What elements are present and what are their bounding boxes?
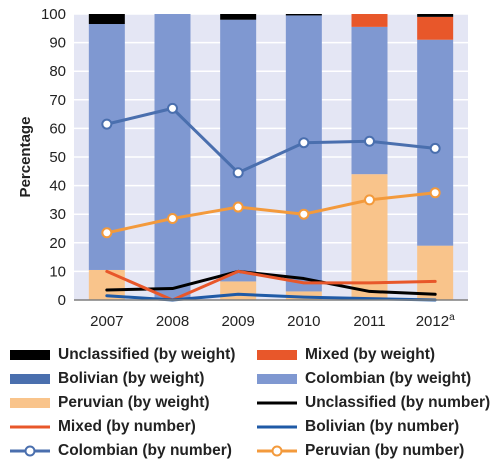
legend-label: Unclassified (by number) (305, 394, 491, 411)
y-tick-label: 90 (49, 35, 66, 52)
chart-legend: Unclassified (by weight) Mixed (by weight… (0, 340, 492, 462)
y-tick-label: 10 (49, 263, 66, 280)
bar-unclassified-by-weight-2012 (417, 14, 454, 17)
legend-item-unclassified-by-number: Unclassified (by number) (257, 392, 490, 414)
legend-item-bolivian-by-number: Bolivian (by number) (257, 416, 459, 438)
legend-swatch (10, 445, 50, 457)
y-tick-label: 60 (49, 120, 66, 137)
point-colombian-by-number-2007 (101, 118, 113, 130)
legend-swatch (257, 350, 297, 360)
point-peruvian-by-number-2009 (232, 201, 244, 213)
x-tick-superscript: a (449, 312, 455, 323)
y-tick-label: 80 (49, 63, 66, 80)
line-peruvian-by-number (105, 191, 437, 235)
legend-item-peruvian-by-weight: Peruvian (by weight) (10, 392, 210, 414)
bar-peruvian-by-weight-2009 (220, 281, 257, 300)
legend-label: Bolivian (by weight) (58, 370, 205, 387)
legend-swatch (10, 350, 50, 360)
x-tick-label: 2012a (416, 312, 455, 330)
point-colombian-by-number-2012 (429, 142, 441, 154)
bar-peruvian-by-weight-2012 (417, 245, 454, 300)
legend-label: Colombian (by weight) (305, 370, 472, 387)
point-peruvian-by-number-2007 (101, 227, 113, 239)
line-unclassified-by-number (105, 269, 437, 296)
x-tick-label: 2010 (287, 313, 320, 330)
legend-item-mixed-by-number: Mixed (by number) (10, 416, 196, 438)
bar-mixed-by-weight-2011 (351, 14, 388, 27)
bar-mixed-by-weight-2012 (417, 16, 454, 40)
bar-unclassified-by-weight-2009 (220, 14, 257, 20)
x-tick-label: 2009 (221, 313, 254, 330)
legend-swatch (10, 425, 50, 429)
legend-swatch (257, 401, 297, 405)
legend-item-colombian-by-number: Colombian (by number) (10, 440, 232, 462)
point-colombian-by-number-2008 (167, 102, 178, 114)
bar-unclassified-by-weight-2007 (88, 14, 125, 25)
bar-colombian-by-weight-2012 (417, 39, 454, 246)
y-tick-label: 70 (49, 92, 66, 109)
bar-colombian-by-weight-2008 (154, 14, 191, 300)
bar-unclassified-by-weight-2010 (285, 14, 322, 16)
point-colombian-by-number-2011 (364, 135, 375, 147)
point-peruvian-by-number-2012 (429, 187, 441, 199)
point-peruvian-by-number-2011 (364, 194, 375, 206)
legend-label: Colombian (by number) (58, 442, 232, 459)
line-colombian-by-number (105, 106, 437, 175)
chart-canvas: 0 10 20 30 40 50 60 70 80 90 100 2007 2008 2009 2010 20… (17, 6, 468, 330)
legend-swatch (257, 445, 297, 457)
legend-swatch (10, 398, 50, 408)
bar-colombian-by-weight-2011 (351, 26, 388, 175)
x-tick-label: 2007 (90, 313, 123, 330)
legend-label: Bolivian (by number) (305, 418, 460, 435)
legend-item-unclassified-by-weight: Unclassified (by weight) (10, 344, 235, 366)
y-tick-label: 100 (41, 6, 66, 23)
y-axis-label: Percentage (17, 117, 34, 198)
point-colombian-by-number-2010 (298, 137, 310, 149)
point-peruvian-by-number-2008 (167, 212, 178, 224)
y-tick-label: 30 (49, 206, 66, 223)
y-tick-label: 0 (58, 292, 66, 309)
legend-item-colombian-by-weight: Colombian (by weight) (257, 368, 471, 390)
legend-item-mixed-by-weight: Mixed (by weight) (257, 344, 435, 366)
y-tick-label: 50 (49, 149, 66, 166)
legend-label: Mixed (by number) (58, 418, 196, 435)
x-tick-label: 2011 (353, 313, 385, 330)
legend-label: Mixed (by weight) (305, 346, 436, 363)
legend-item-bolivian-by-weight: Bolivian (by weight) (10, 368, 204, 390)
legend-swatch (257, 374, 297, 384)
x-tick-label: 2008 (156, 313, 189, 330)
legend-item-peruvian-by-number: Peruvian (by number) (257, 440, 464, 462)
legend-label: Peruvian (by number) (305, 442, 465, 459)
bar-colombian-by-weight-2010 (285, 15, 322, 292)
bar-colombian-by-weight-2009 (220, 19, 257, 282)
legend-label: Peruvian (by weight) (58, 394, 210, 411)
y-tick-label: 20 (49, 235, 66, 252)
line-mixed-by-number (105, 269, 437, 302)
point-peruvian-by-number-2010 (298, 208, 310, 220)
legend-swatch (10, 374, 50, 384)
point-colombian-by-number-2009 (232, 167, 244, 179)
y-tick-label: 40 (49, 178, 66, 195)
legend-label: Unclassified (by weight) (58, 346, 236, 363)
legend-swatch (257, 425, 297, 429)
